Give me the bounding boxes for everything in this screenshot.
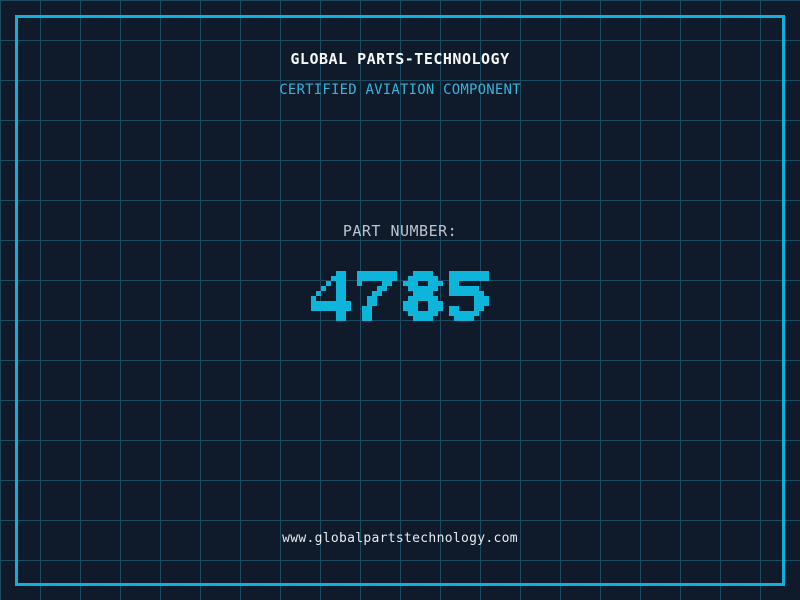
- part-number-digit: [311, 271, 351, 321]
- website-url: www.globalpartstechnology.com: [282, 531, 518, 546]
- part-number-digit: [357, 271, 397, 321]
- part-number-label: PART NUMBER:: [342, 222, 458, 240]
- part-number-digit: [403, 271, 443, 321]
- company-title: GLOBAL PARTS-TECHNOLOGY: [290, 50, 510, 68]
- part-number-digit: [449, 271, 489, 321]
- certification-subtitle: CERTIFIED AVIATION COMPONENT: [279, 82, 521, 98]
- part-number-value: [0, 271, 800, 321]
